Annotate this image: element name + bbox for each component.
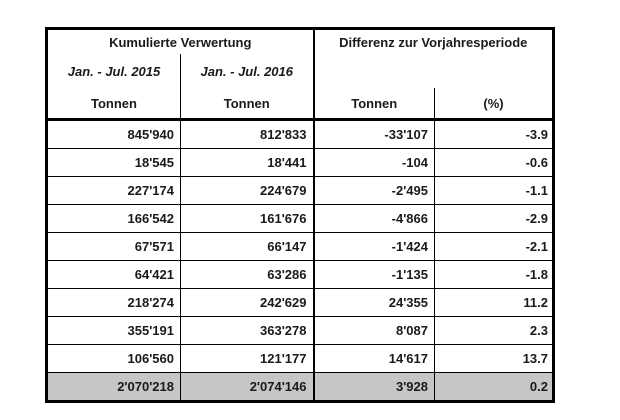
- table-cell: 363'278: [180, 316, 315, 345]
- table-cell: 106'560: [46, 344, 181, 373]
- header-period-row: Jan. - Jul. 2015 Jan. - Jul. 2016: [46, 54, 554, 88]
- table-cell: -1'135: [313, 260, 435, 289]
- table-cell: 66'147: [180, 232, 315, 261]
- header-unit-col2: Tonnen: [180, 88, 315, 121]
- table-cell: 355'191: [46, 316, 181, 345]
- table-cell: 845'940: [46, 119, 181, 149]
- total-cell: 2'070'218: [46, 372, 181, 402]
- table-row: 64'421 63'286 -1'135 -1.8: [46, 260, 554, 289]
- recycling-statistics-table: Kumulierte Verwertung Differenz zur Vorj…: [45, 27, 555, 403]
- table-cell: 224'679: [180, 176, 315, 205]
- table-cell: 812'833: [180, 119, 315, 149]
- table-cell: 64'421: [46, 260, 181, 289]
- table-cell: -1'424: [313, 232, 435, 261]
- table-cell: 8'087: [313, 316, 435, 345]
- total-cell: 0.2: [434, 372, 554, 402]
- table-row: 18'545 18'441 -104 -0.6: [46, 148, 554, 177]
- table-cell: 24'355: [313, 288, 435, 317]
- header-unit-col4: (%): [434, 88, 554, 121]
- table-cell: -2'495: [313, 176, 435, 205]
- table-cell: -104: [313, 148, 435, 177]
- table-cell: 242'629: [180, 288, 315, 317]
- header-period-2015: Jan. - Jul. 2015: [46, 54, 181, 88]
- table-row: 67'571 66'147 -1'424 -2.1: [46, 232, 554, 261]
- table-cell: -33'107: [313, 119, 435, 149]
- table-cell: 63'286: [180, 260, 315, 289]
- table-row: 106'560 121'177 14'617 13.7: [46, 344, 554, 373]
- total-cell: 2'074'146: [180, 372, 315, 402]
- table-cell: 18'545: [46, 148, 181, 177]
- total-row: 2'070'218 2'074'146 3'928 0.2: [46, 372, 554, 402]
- header-group-kumulierte-verwertung: Kumulierte Verwertung: [46, 28, 315, 54]
- table-cell: -2.9: [434, 204, 554, 233]
- header-unit-col1: Tonnen: [46, 88, 181, 121]
- table-cell: 2.3: [434, 316, 554, 345]
- table-cell: 14'617: [313, 344, 435, 373]
- table-cell: -1.1: [434, 176, 554, 205]
- table-row: 227'174 224'679 -2'495 -1.1: [46, 176, 554, 205]
- table-row: 166'542 161'676 -4'866 -2.9: [46, 204, 554, 233]
- table-cell: -0.6: [434, 148, 554, 177]
- table-cell: 227'174: [46, 176, 181, 205]
- header-period-spacer: [314, 54, 554, 88]
- table-row: 218'274 242'629 24'355 11.2: [46, 288, 554, 317]
- table-cell: -2.1: [434, 232, 554, 261]
- table-cell: -1.8: [434, 260, 554, 289]
- table-cell: 13.7: [434, 344, 554, 373]
- header-period-2016: Jan. - Jul. 2016: [180, 54, 315, 88]
- table-cell: 166'542: [46, 204, 181, 233]
- header-unit-col3: Tonnen: [313, 88, 435, 121]
- table-cell: 18'441: [180, 148, 315, 177]
- table-cell: 161'676: [180, 204, 315, 233]
- table-cell: -3.9: [434, 119, 554, 149]
- table-cell: 67'571: [46, 232, 181, 261]
- table-cell: -4'866: [313, 204, 435, 233]
- table-cell: 121'177: [180, 344, 315, 373]
- total-cell: 3'928: [313, 372, 435, 402]
- table-row: 355'191 363'278 8'087 2.3: [46, 316, 554, 345]
- header-group-differenz-vorjahresperiode: Differenz zur Vorjahresperiode: [339, 34, 528, 50]
- table-cell: 11.2: [434, 288, 554, 317]
- table-row: 845'940 812'833 -33'107 -3.9: [46, 119, 554, 149]
- table-cell: 218'274: [46, 288, 181, 317]
- header-unit-row: Tonnen Tonnen Tonnen (%): [46, 88, 554, 121]
- header-group-row: Kumulierte Verwertung Differenz zur Vorj…: [46, 28, 554, 54]
